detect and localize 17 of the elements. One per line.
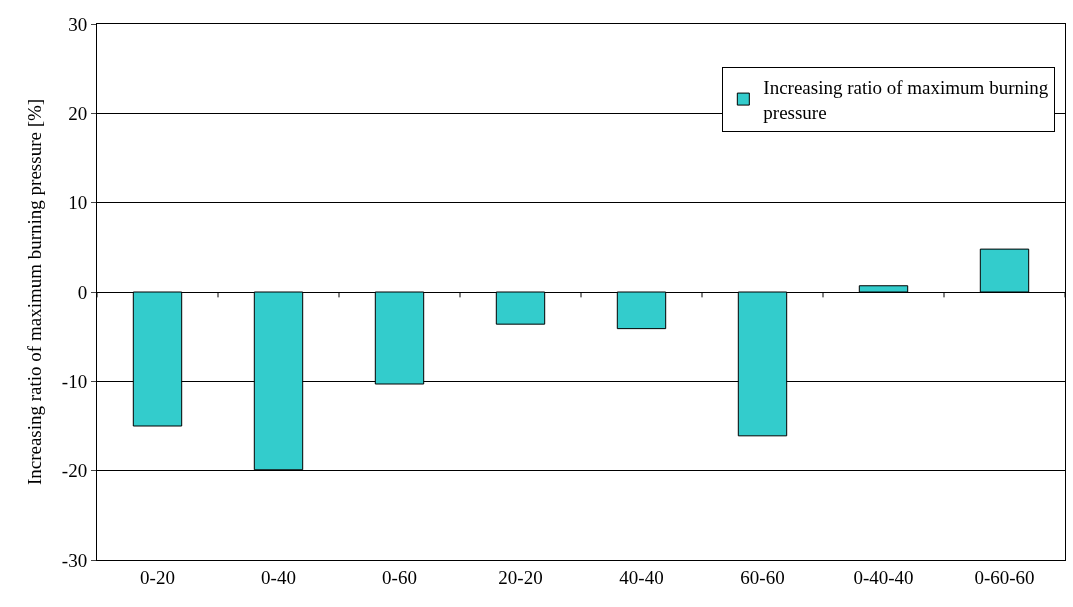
y-tick-label: 10 [68,192,88,214]
x-tick-label: 0-60 [382,566,417,588]
legend-label: Increasing ratio of maximum burning pressure [763,77,1049,123]
x-tick-label: 0-20 [140,566,175,588]
y-tick-label: 30 [68,13,88,35]
y-tick-label: 0 [77,281,88,303]
x-tick-label: 20-20 [498,566,543,588]
x-tick-label: 60-60 [740,566,785,588]
y-tick-label: -10 [61,370,88,392]
y-tick-label: -30 [61,549,88,571]
y-tick-label: -20 [61,460,88,482]
y-axis-title: Increasing ratio of maximum burning pressure [%] [23,98,45,486]
x-tick-label: 40-40 [619,566,664,588]
x-tick-label: 0-40-40 [853,566,914,588]
x-tick-label: 0-60-60 [974,566,1035,588]
y-tick-label: 20 [68,102,88,124]
x-tick-label: 0-40 [261,566,296,588]
